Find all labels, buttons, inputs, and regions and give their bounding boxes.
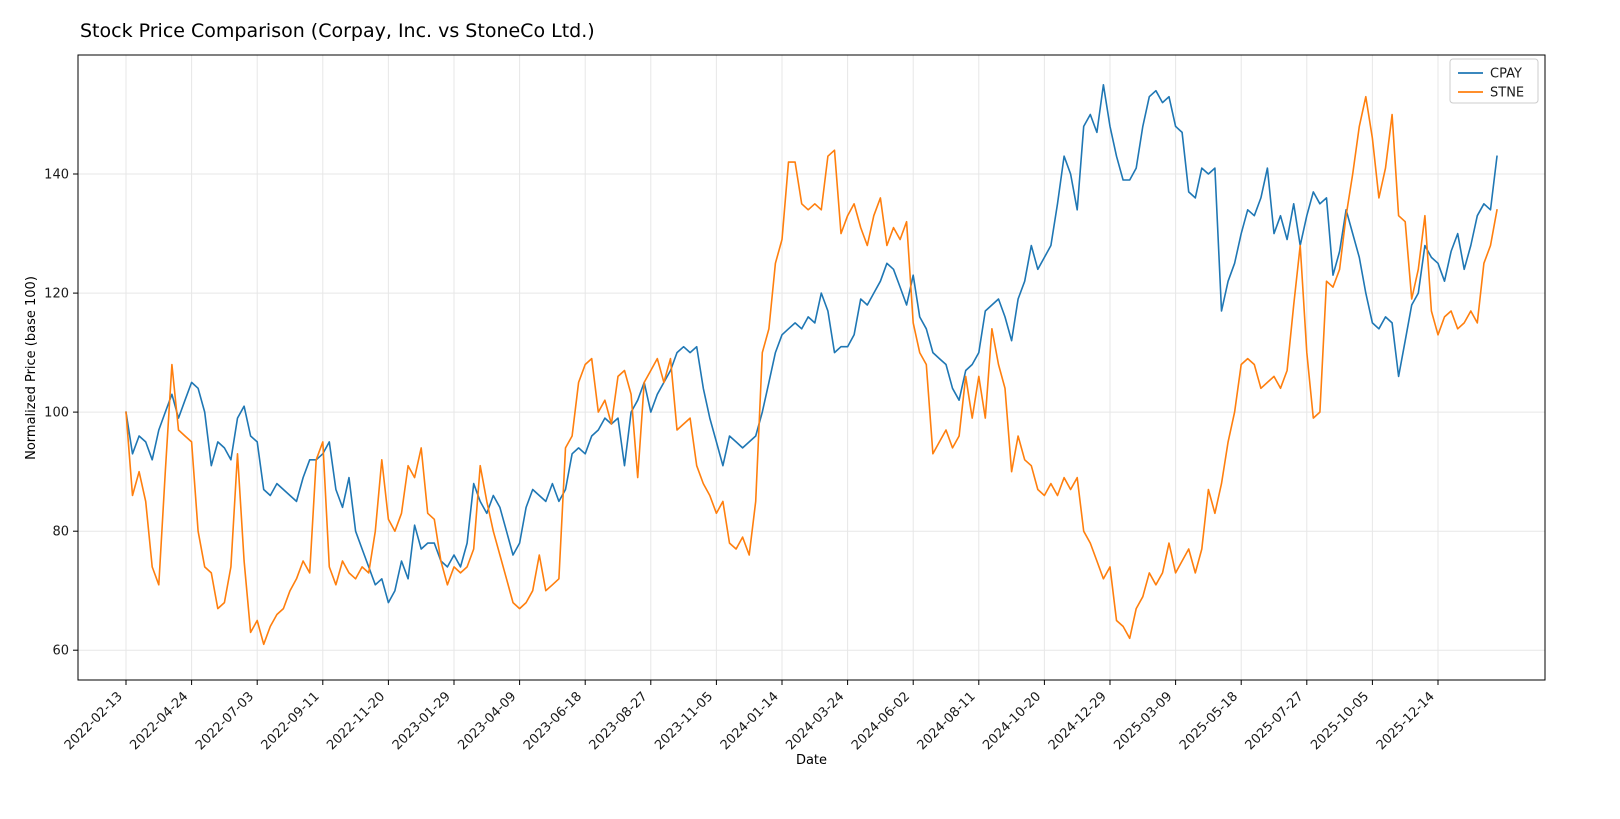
x-tick-label: 2024-06-02 (849, 689, 913, 753)
x-tick-label: 2022-09-11 (259, 689, 323, 753)
x-tick-label: 2023-01-29 (390, 689, 454, 753)
y-tick-label: 80 (52, 525, 69, 540)
x-tick-label: 2025-12-14 (1374, 689, 1438, 753)
x-tick-label: 2024-03-24 (783, 689, 847, 753)
series-line-stne (125, 95, 1498, 646)
x-axis-label: Date (795, 753, 828, 768)
y-tick-label: 60 (52, 644, 69, 659)
x-tick-label: 2023-11-05 (652, 689, 716, 753)
x-tick-label: 2024-08-11 (915, 689, 979, 753)
legend-label-cpay: CPAY (1490, 67, 1522, 82)
x-tick-label: 2024-12-29 (1046, 689, 1110, 753)
x-tick-label: 2022-04-24 (127, 689, 191, 753)
legend-label-stne: STNE (1490, 86, 1524, 101)
x-tick-label: 2023-06-18 (521, 689, 585, 753)
x-tick-label: 2023-04-09 (455, 689, 519, 753)
y-tick-label: 120 (44, 287, 69, 302)
x-tick-label: 2022-02-13 (62, 689, 126, 753)
x-tick-label: 2025-03-09 (1111, 689, 1175, 753)
x-tick-label: 2025-10-05 (1308, 689, 1372, 753)
x-tick-label: 2023-08-27 (587, 689, 651, 753)
x-tick-label: 2024-10-20 (980, 689, 1044, 753)
x-tick-label: 2022-07-03 (193, 689, 257, 753)
y-tick-label: 140 (44, 168, 69, 183)
x-tick-label: 2024-01-14 (718, 689, 782, 753)
axes-border (77, 54, 1546, 681)
plot-area (78, 55, 1545, 680)
chart-title: Stock Price Comparison (Corpay, Inc. vs … (80, 20, 595, 42)
x-tick-label: 2025-05-18 (1177, 689, 1241, 753)
x-tick-label: 2025-07-27 (1243, 689, 1307, 753)
x-tick-label: 2022-11-20 (324, 689, 388, 753)
y-tick-label: 100 (44, 406, 69, 421)
y-axis-label: Normalized Price (base 100) (24, 276, 39, 460)
series-line-cpay (125, 84, 1498, 604)
